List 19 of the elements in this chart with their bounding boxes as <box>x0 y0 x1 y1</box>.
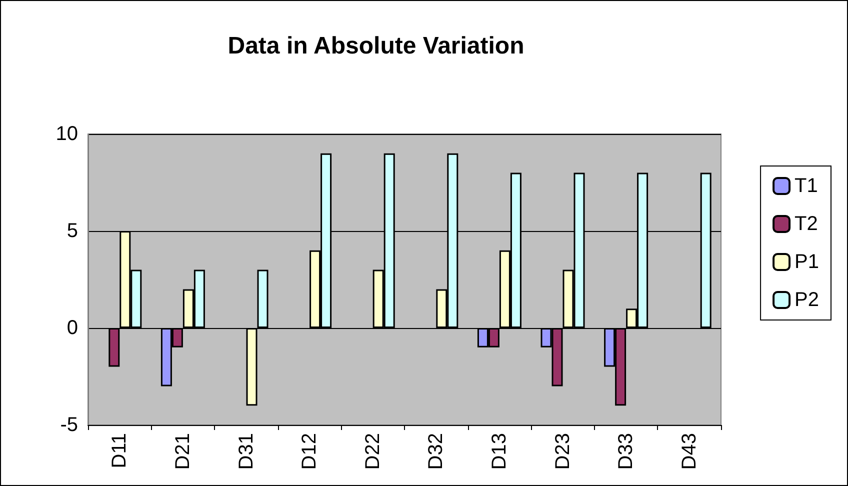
x-tick-label: D32 <box>425 433 448 470</box>
x-tick-label: D21 <box>172 433 194 470</box>
chart-title: Data in Absolute Variation <box>228 32 524 60</box>
y-tick-label: 10 <box>56 123 78 145</box>
y-tick-label: 5 <box>66 220 78 242</box>
x-tick-label: D43 <box>678 433 700 470</box>
legend-label: P2 <box>794 289 820 311</box>
legend-label: P1 <box>794 251 820 273</box>
legend-label: T2 <box>794 213 818 235</box>
x-tick-label: D31 <box>235 433 258 470</box>
x-tick-label: D22 <box>362 433 384 470</box>
x-tick-label: D33 <box>615 433 638 470</box>
x-tick-label: D11 <box>108 433 131 468</box>
x-tick-label: D13 <box>488 433 510 470</box>
y-tick-label: 0 <box>66 317 78 339</box>
legend-label: T1 <box>794 175 818 197</box>
y-tick-label: -5 <box>60 414 78 436</box>
x-tick-label: D23 <box>552 433 574 470</box>
x-tick-label: D12 <box>298 433 321 470</box>
